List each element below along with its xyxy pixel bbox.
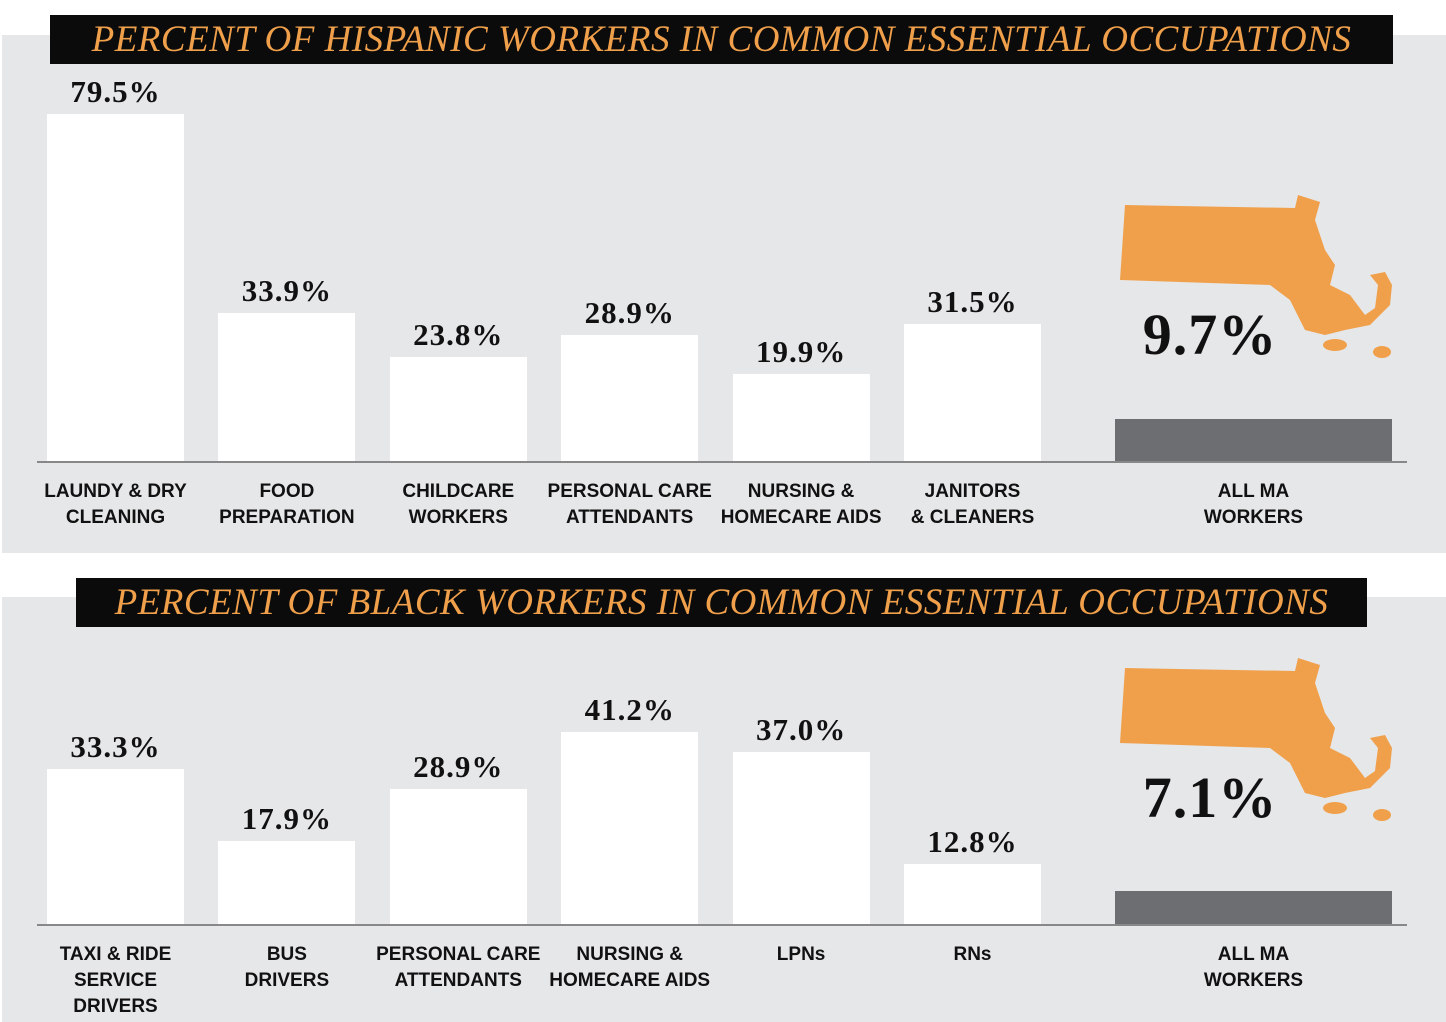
x-tick-label: ALL MA WORKERS — [1203, 481, 1304, 528]
x-tick-label: FOOD PREPARATION — [219, 481, 355, 528]
bar — [561, 732, 699, 924]
x-tick-label: LPNs — [776, 944, 826, 965]
panel — [2, 597, 1446, 1022]
x-tick-label: LAUNDY & DRY CLEANING — [44, 481, 187, 528]
state-map — [1120, 658, 1392, 821]
bar — [904, 323, 1041, 461]
bar — [904, 864, 1041, 924]
x-tick-label: RNs — [953, 944, 992, 965]
value-label: 12.8% — [927, 824, 1018, 860]
bar — [1115, 418, 1392, 461]
state-map — [1120, 195, 1392, 358]
value-label: 31.5% — [927, 283, 1018, 319]
value-label: 9.7% — [1142, 302, 1278, 367]
bar — [732, 751, 870, 924]
x-tick-label: TAXI & RIDE SERVICE DRIVERS — [59, 944, 172, 1017]
baseline — [37, 924, 1407, 926]
value-label: 79.5% — [70, 73, 161, 109]
x-tick-label: NURSING & HOMECARE AIDS — [720, 481, 882, 528]
bar — [389, 357, 527, 461]
x-tick-label: NURSING & HOMECARE AIDS — [549, 944, 711, 991]
bar — [561, 334, 699, 461]
x-tick-label: PERSONAL CARE ATTENDANTS — [376, 944, 541, 991]
value-label: 28.9% — [584, 294, 675, 330]
chart-title: PERCENT OF BLACK WORKERS IN COMMON ESSEN… — [76, 578, 1367, 627]
panel — [2, 35, 1446, 553]
bar — [218, 313, 356, 461]
chart-title: PERCENT OF HISPANIC WORKERS IN COMMON ES… — [50, 15, 1393, 64]
value-label: 33.9% — [241, 273, 333, 309]
x-tick-label: JANITORS & CLEANERS — [910, 481, 1035, 528]
bar — [218, 840, 356, 924]
value-label: 23.8% — [413, 317, 504, 353]
x-tick-label: ALL MA WORKERS — [1203, 944, 1304, 991]
bar — [47, 768, 184, 924]
x-tick-label: BUS DRIVERS — [244, 944, 330, 991]
bar — [47, 113, 184, 461]
bar — [389, 789, 527, 924]
value-label: 33.3% — [70, 728, 161, 764]
value-label: 37.0% — [755, 711, 847, 747]
x-tick-label: CHILDCARE WORKERS — [402, 481, 515, 528]
baseline — [37, 461, 1407, 463]
value-label: 19.9% — [755, 334, 847, 370]
bar — [732, 374, 870, 461]
value-label: 17.9% — [241, 800, 333, 836]
value-label: 7.1% — [1142, 765, 1278, 830]
bar — [1115, 890, 1392, 924]
value-label: 28.9% — [413, 749, 504, 785]
x-tick-label: PERSONAL CARE ATTENDANTS — [547, 481, 712, 528]
value-label: 41.2% — [584, 692, 675, 727]
